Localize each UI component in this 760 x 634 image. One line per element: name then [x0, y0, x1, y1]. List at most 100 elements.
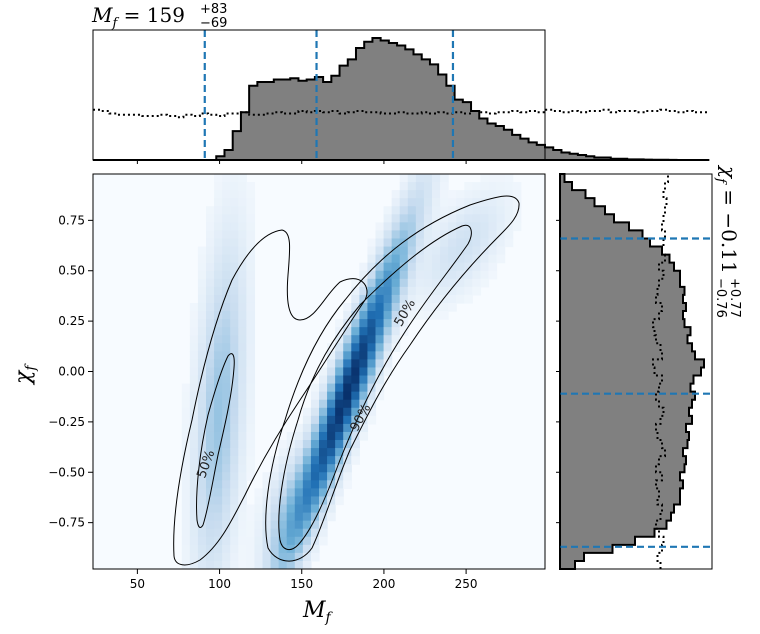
heatmap-cell: [351, 415, 360, 425]
heatmap-cell: [246, 375, 256, 385]
contour-50-right: [278, 224, 472, 551]
heatmap-cell: [319, 512, 328, 522]
heatmap-cell: [214, 456, 223, 465]
heatmap-cell: [238, 254, 247, 264]
heatmap-cell: [246, 278, 256, 288]
heatmap-cell: [197, 319, 207, 328]
heatmap-cell: [415, 254, 425, 264]
spin-posterior-histogram: [559, 173, 705, 570]
heatmap-cell: [189, 407, 199, 417]
heatmap-cell: [197, 560, 207, 569]
heatmap-cell: [238, 375, 247, 385]
heatmap-cell: [391, 254, 401, 264]
heatmap-cell: [254, 512, 264, 522]
heatmap-cell: [310, 440, 320, 449]
heatmap-cell: [238, 552, 247, 562]
heatmap-cell: [464, 278, 473, 288]
spin-title-plus: +0.77: [727, 278, 742, 318]
heatmap-cell: [351, 431, 360, 441]
heatmap-cell: [270, 552, 280, 562]
heatmap-cell: [246, 222, 256, 232]
heatmap-cell: [254, 552, 264, 562]
spin-histogram-frame: [559, 173, 713, 570]
heatmap-cell: [189, 431, 199, 441]
heatmap-cell: [181, 383, 191, 393]
heatmap-cell: [343, 359, 352, 369]
heatmap-cell: [246, 302, 256, 312]
heatmap-cell: [302, 536, 312, 546]
heatmap-cell: [294, 431, 304, 441]
heatmap-cell: [472, 182, 482, 191]
heatmap-cell: [214, 254, 223, 264]
heatmap-cell: [319, 472, 328, 481]
heatmap-cell: [367, 246, 377, 256]
heatmap-cell: [327, 448, 336, 457]
heatmap-cell: [383, 302, 393, 312]
heatmap-cell: [448, 270, 457, 280]
heatmap-cell: [415, 214, 425, 223]
heatmap-cell: [230, 246, 239, 256]
heatmap-cell: [327, 423, 336, 433]
heatmap-cell: [197, 472, 207, 481]
heatmap-cell: [359, 415, 369, 425]
heatmap-cell: [423, 238, 433, 248]
heatmap-cell: [407, 222, 417, 232]
heatmap-cell: [423, 302, 433, 312]
heatmap-cell: [214, 327, 223, 336]
heatmap-cell: [407, 206, 417, 215]
heatmap-cell: [230, 327, 239, 336]
heatmap-cell: [222, 552, 231, 562]
heatmap-cell: [351, 278, 360, 288]
heatmap-cell: [189, 528, 199, 538]
heatmap-cell: [181, 399, 191, 409]
heatmap-cell: [206, 222, 215, 232]
heatmap-cell: [367, 383, 377, 393]
heatmap-cell: [214, 544, 223, 554]
heatmap-cell: [246, 448, 256, 457]
heatmap-cell: [189, 520, 199, 530]
heatmap-cell: [432, 230, 441, 240]
heatmap-cell: [189, 560, 199, 569]
heatmap-cell: [310, 480, 320, 489]
heatmap-cell: [383, 222, 393, 232]
spin-title-minus: −0.76: [713, 278, 728, 318]
heatmap-cell: [335, 496, 344, 506]
heatmap-cell: [238, 270, 247, 280]
heatmap-cell: [327, 496, 336, 506]
heatmap-cell: [464, 262, 473, 272]
heatmap-cell: [343, 343, 352, 352]
heatmap-cell: [246, 182, 256, 191]
heatmap-cell: [230, 238, 239, 248]
heatmap-cell: [270, 456, 280, 465]
heatmap-cell: [407, 270, 417, 280]
heatmap-cell: [383, 246, 393, 256]
heatmap-cell: [327, 472, 336, 481]
heatmap-cell: [286, 480, 296, 489]
heatmap-cell: [294, 536, 304, 546]
heatmap-cell: [214, 262, 223, 272]
heatmap-cell: [294, 456, 304, 465]
heatmap-cell: [262, 552, 272, 562]
heatmap-cell: [214, 198, 223, 207]
y-tick-label: −0.75: [48, 516, 85, 530]
heatmap-cell: [181, 456, 191, 465]
mass-prior-histogram: [93, 108, 710, 119]
heatmap-cell: [327, 375, 336, 385]
heatmap-cell: [343, 399, 352, 409]
heatmap-cell: [294, 504, 304, 514]
svg-text:χf: χf: [11, 363, 39, 386]
heatmap-cell: [415, 278, 425, 288]
heatmap-cell: [238, 206, 247, 215]
heatmap-cell: [189, 472, 199, 481]
heatmap-cell: [480, 206, 490, 215]
heatmap-cell: [214, 367, 223, 377]
heatmap-cell: [238, 294, 247, 304]
heatmap-cell: [335, 440, 344, 449]
heatmap-cell: [222, 399, 231, 409]
heatmap-cell: [230, 174, 239, 183]
heatmap-cell: [423, 198, 433, 207]
heatmap-cell: [391, 262, 401, 272]
heatmap-cell: [472, 222, 482, 232]
spin-title: χf = −0.11 +0.77 −0.76: [713, 164, 742, 318]
heatmap-cell: [206, 335, 215, 344]
